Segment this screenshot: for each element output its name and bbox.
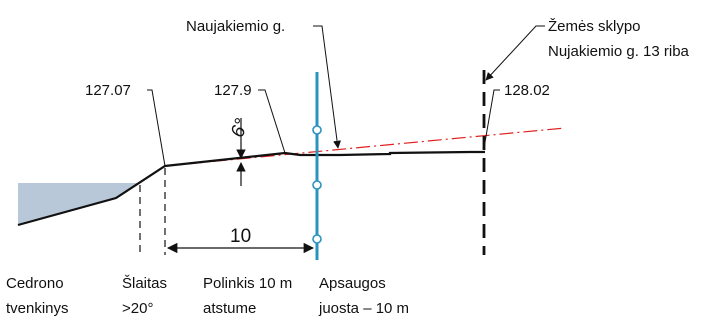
protection-zone-node-2 [313,181,321,189]
leader-elev-right [484,90,500,148]
angle-label: 6° [227,116,253,141]
pond-label-line1: Cedrono [6,275,64,292]
street-label: Naujakiemio g. [186,18,285,35]
plot-boundary-label-line2: Nujakiemio g. 13 riba [548,43,690,60]
pond-water [18,183,138,225]
leader-elev-mid [258,90,285,153]
protection-zone-label-line1: Apsaugos [319,275,386,292]
dimension-value: 10 [230,226,251,247]
pond-label-line2: tvenkinys [6,300,69,317]
plot-boundary-label-line1: Žemės sklypo [548,18,641,35]
elevation-left: 127.07 [85,82,131,99]
leader-elev-left [147,90,165,166]
protection-zone-label-line2: juosta – 10 m [318,300,409,317]
leader-plot-boundary [486,26,545,80]
protection-zone-node-1 [313,126,321,134]
elevation-mid: 127.9 [214,82,252,99]
incline-label-line2: atstume [203,300,256,317]
elevation-right: 128.02 [504,82,550,99]
slope-label-line1: Šlaitas [122,275,167,292]
slope-label-line2: >20° [122,300,153,317]
incline-label-line1: Polinkis 10 m [203,275,292,292]
protection-zone-node-3 [313,235,321,243]
